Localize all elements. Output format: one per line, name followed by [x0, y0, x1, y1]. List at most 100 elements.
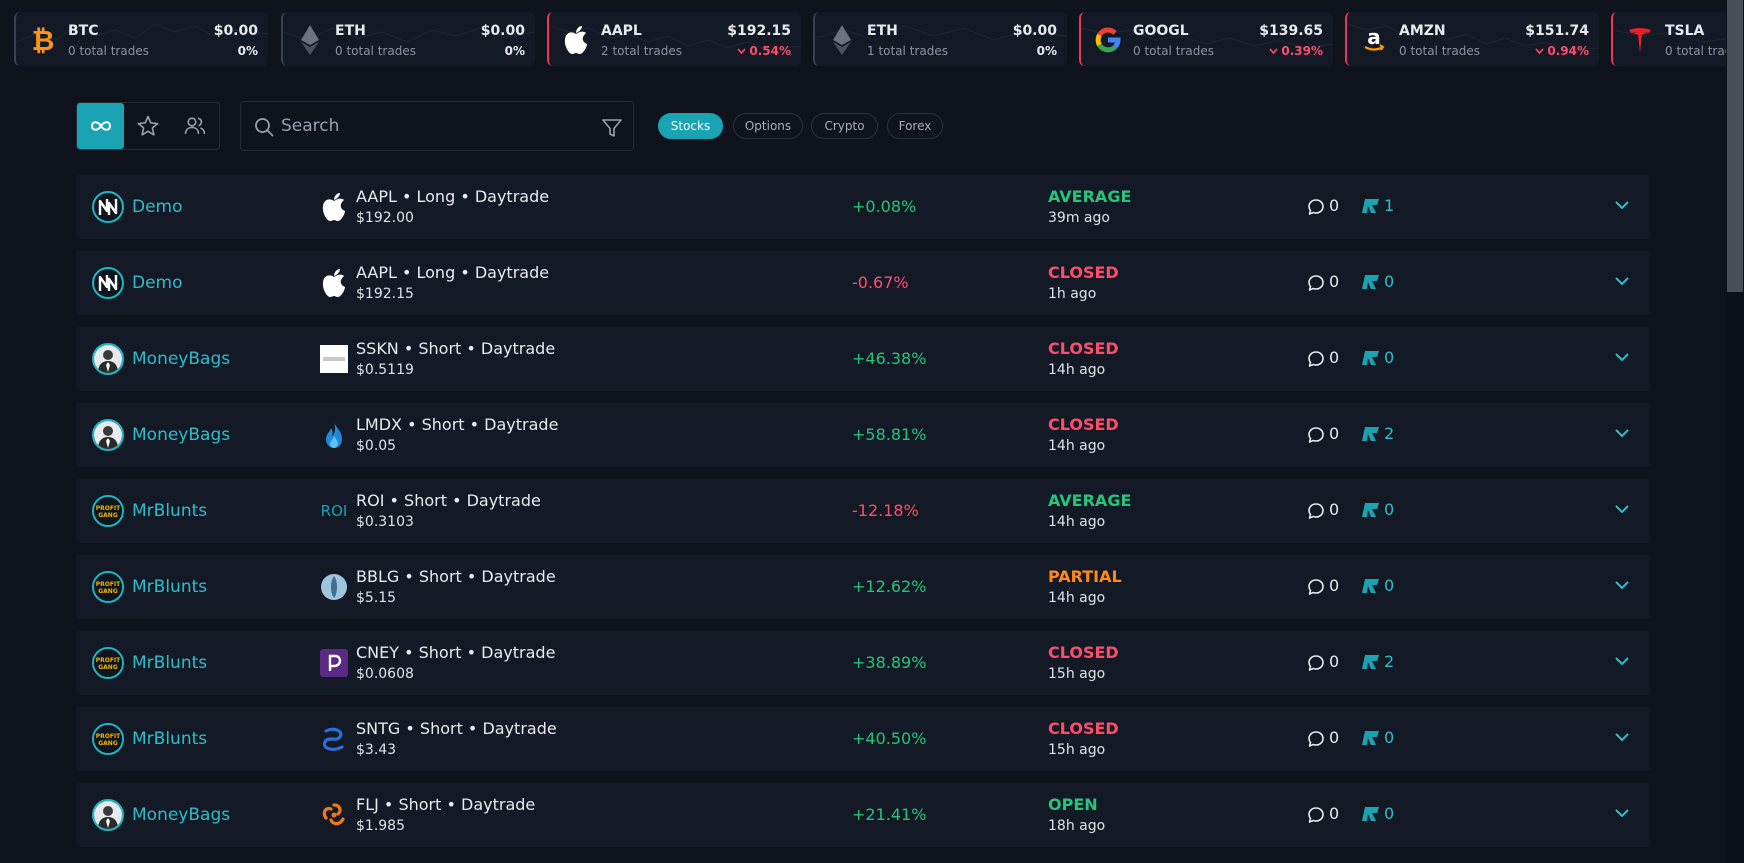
repost-icon[interactable]: [1361, 806, 1381, 822]
flj-logo-icon: [319, 800, 349, 830]
trader-username[interactable]: MoneyBags: [132, 349, 231, 369]
trade-row[interactable]: Demo AAPL • Long • Daytrade $192.15 -0.6…: [76, 251, 1650, 315]
sparkline: [1613, 29, 1726, 43]
trade-timestamp: 14h ago: [1048, 362, 1106, 378]
trader-username[interactable]: MrBlunts: [132, 653, 208, 673]
repost-icon[interactable]: [1361, 350, 1381, 366]
comment-icon[interactable]: [1307, 350, 1325, 368]
svg-text:PROFIT: PROFIT: [96, 581, 121, 588]
ticker-trade-count: 2 total trades: [601, 44, 682, 58]
trade-row[interactable]: PROFIT GANG MrBlunts CNEY • Short • Daytr…: [76, 631, 1650, 695]
trader-username[interactable]: MoneyBags: [132, 805, 231, 825]
filter-icon[interactable]: [601, 117, 623, 139]
comment-icon[interactable]: [1307, 654, 1325, 672]
trade-row[interactable]: MoneyBags FLJ • Short • Daytrade $1.985 …: [76, 783, 1650, 847]
sskn-logo-icon: [319, 344, 349, 374]
trade-row[interactable]: PROFIT GANG MrBlunts ROI ROI • Short • Da…: [76, 479, 1650, 543]
following-button[interactable]: [172, 103, 219, 149]
chevron-down-icon[interactable]: [1614, 579, 1630, 591]
suit-avatar[interactable]: [92, 419, 124, 451]
demo-avatar[interactable]: [92, 267, 124, 299]
page-scrollbar[interactable]: [1726, 0, 1744, 863]
chevron-down-icon[interactable]: [1614, 807, 1630, 819]
ethereum-icon: [827, 25, 857, 55]
sntg-logo-icon: [319, 724, 349, 754]
ticker-change-value: 0.54%: [749, 44, 791, 58]
comment-icon[interactable]: [1307, 730, 1325, 748]
status-badge: AVERAGE: [1048, 491, 1132, 510]
flame-icon: [319, 420, 349, 450]
ticker-card-eth-2[interactable]: ETH 1 total trades $0.00 0%: [813, 12, 1067, 66]
ticker-card-tsla[interactable]: TSLA 0 total trades: [1611, 12, 1726, 66]
all-trades-button[interactable]: [77, 103, 125, 149]
ticker-change: 0.54%: [737, 44, 791, 58]
trade-title: AAPL • Long • Daytrade: [356, 187, 550, 206]
profit-gang-avatar[interactable]: PROFIT GANG: [92, 495, 124, 527]
comment-count: 0: [1329, 728, 1340, 747]
ticker-card-amzn[interactable]: a AMZN 0 total trades $151.74 0.94%: [1345, 12, 1599, 66]
trader-username[interactable]: MrBlunts: [132, 577, 208, 597]
chevron-down-icon[interactable]: [1614, 503, 1630, 515]
chevron-down-icon[interactable]: [1614, 351, 1630, 363]
ticker-trade-count: 0 total trades: [1665, 44, 1726, 58]
ticker-card-btc[interactable]: ₿ BTC 0 total trades $0.00 0%: [14, 12, 268, 66]
trade-title: CNEY • Short • Daytrade: [356, 643, 556, 662]
trade-percent-change: +12.62%: [852, 577, 927, 596]
repost-icon[interactable]: [1361, 198, 1381, 214]
ticker-card-eth[interactable]: ETH 0 total trades $0.00 0%: [281, 12, 535, 66]
suit-avatar[interactable]: [92, 343, 124, 375]
comment-icon[interactable]: [1307, 198, 1325, 216]
ticker-card-googl[interactable]: GOOGL 0 total trades $139.65 0.39%: [1079, 12, 1333, 66]
trader-username[interactable]: MoneyBags: [132, 425, 231, 445]
repost-icon[interactable]: [1361, 578, 1381, 594]
trader-username[interactable]: Demo: [132, 273, 183, 293]
trader-username[interactable]: Demo: [132, 197, 183, 217]
trade-row[interactable]: MoneyBags LMDX • Short • Daytrade $0.05 …: [76, 403, 1650, 467]
repost-count: 2: [1384, 652, 1395, 671]
repost-icon[interactable]: [1361, 426, 1381, 442]
chevron-down-icon: [1269, 44, 1278, 58]
comment-icon[interactable]: [1307, 426, 1325, 444]
trade-percent-change: +0.08%: [852, 197, 917, 216]
tesla-icon: [1625, 25, 1655, 55]
search-input[interactable]: [281, 112, 581, 140]
comment-icon[interactable]: [1307, 274, 1325, 292]
repost-icon[interactable]: [1361, 502, 1381, 518]
repost-icon[interactable]: [1361, 654, 1381, 670]
tab-options[interactable]: Options: [733, 113, 803, 139]
ticker-symbol: AMZN: [1399, 23, 1446, 39]
star-icon: [137, 115, 159, 136]
trade-row[interactable]: Demo AAPL • Long • Daytrade $192.00 +0.0…: [76, 175, 1650, 239]
trade-row[interactable]: PROFIT GANG MrBlunts SNTG • Short • Daytr…: [76, 707, 1650, 771]
tab-stocks[interactable]: Stocks: [658, 113, 723, 139]
demo-avatar[interactable]: [92, 191, 124, 223]
trader-username[interactable]: MrBlunts: [132, 729, 208, 749]
profit-gang-avatar[interactable]: PROFIT GANG: [92, 647, 124, 679]
chevron-down-icon[interactable]: [1614, 731, 1630, 743]
repost-icon[interactable]: [1361, 730, 1381, 746]
chevron-down-icon[interactable]: [1614, 655, 1630, 667]
comment-icon[interactable]: [1307, 502, 1325, 520]
search-icon: [255, 118, 274, 137]
trader-username[interactable]: MrBlunts: [132, 501, 208, 521]
chevron-down-icon[interactable]: [1614, 199, 1630, 211]
trade-row[interactable]: PROFIT GANG MrBlunts BBLG • Short • Daytr…: [76, 555, 1650, 619]
trade-percent-change: +38.89%: [852, 653, 927, 672]
trade-row[interactable]: MoneyBags SSKN • Short • Daytrade $0.511…: [76, 327, 1650, 391]
scrollbar-thumb[interactable]: [1727, 0, 1743, 292]
profit-gang-avatar[interactable]: PROFIT GANG: [92, 571, 124, 603]
favorites-button[interactable]: [124, 103, 171, 149]
tab-forex[interactable]: Forex: [887, 113, 943, 139]
suit-avatar[interactable]: [92, 799, 124, 831]
chevron-down-icon[interactable]: [1614, 427, 1630, 439]
repost-icon[interactable]: [1361, 274, 1381, 290]
chevron-down-icon[interactable]: [1614, 275, 1630, 287]
ticker-change: 0.39%: [1269, 44, 1323, 58]
ticker-card-aapl[interactable]: AAPL 2 total trades $192.15 0.54%: [547, 12, 801, 66]
profit-gang-avatar[interactable]: PROFIT GANG: [92, 723, 124, 755]
tab-crypto[interactable]: Crypto: [811, 113, 878, 139]
trade-timestamp: 15h ago: [1048, 666, 1106, 682]
search-box: [240, 101, 634, 151]
comment-icon[interactable]: [1307, 806, 1325, 824]
comment-icon[interactable]: [1307, 578, 1325, 596]
